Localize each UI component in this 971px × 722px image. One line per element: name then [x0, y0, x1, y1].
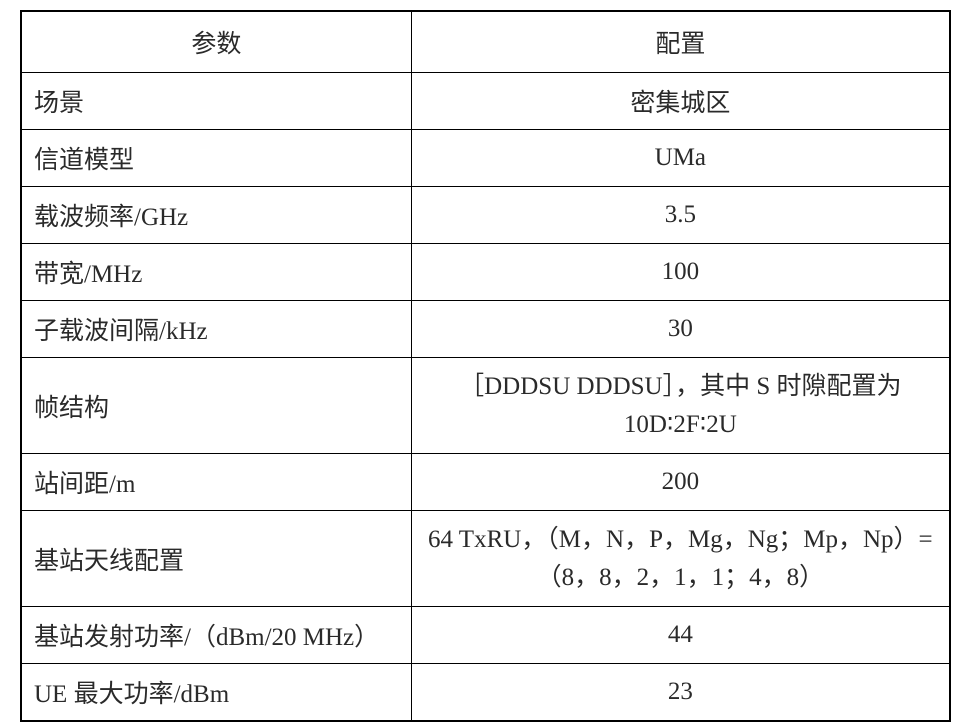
cell-param: 带宽/MHz — [21, 244, 411, 301]
header-value: 配置 — [411, 11, 950, 73]
cell-value: 200 — [411, 454, 950, 511]
table-row: 站间距/m200 — [21, 454, 950, 511]
cell-value: 64 TxRU，（M，N，P，Mg，Ng；Mp，Np）=（8，8，2，1，1；4… — [411, 511, 950, 607]
cell-param: 基站发射功率/（dBm/20 MHz） — [21, 607, 411, 664]
cell-param: 站间距/m — [21, 454, 411, 511]
table-row: 帧结构［DDDSU DDDSU］，其中 S 时隙配置为 10D∶2F∶2U — [21, 358, 950, 454]
cell-value: UMa — [411, 130, 950, 187]
table-row: 基站天线配置64 TxRU，（M，N，P，Mg，Ng；Mp，Np）=（8，8，2… — [21, 511, 950, 607]
cell-param: 子载波间隔/kHz — [21, 301, 411, 358]
cell-param: 场景 — [21, 73, 411, 130]
table-row: 信道模型UMa — [21, 130, 950, 187]
table-row: 场景密集城区 — [21, 73, 950, 130]
cell-param: 载波频率/GHz — [21, 187, 411, 244]
cell-value: 23 — [411, 664, 950, 722]
cell-param: 帧结构 — [21, 358, 411, 454]
cell-param: UE 最大功率/dBm — [21, 664, 411, 722]
cell-value: 30 — [411, 301, 950, 358]
cell-value: 44 — [411, 607, 950, 664]
table-row: UE 最大功率/dBm23 — [21, 664, 950, 722]
cell-value: ［DDDSU DDDSU］，其中 S 时隙配置为 10D∶2F∶2U — [411, 358, 950, 454]
table-row: 带宽/MHz100 — [21, 244, 950, 301]
table-row: 载波频率/GHz3.5 — [21, 187, 950, 244]
cell-value: 密集城区 — [411, 73, 950, 130]
header-param: 参数 — [21, 11, 411, 73]
cell-value: 3.5 — [411, 187, 950, 244]
cell-param: 基站天线配置 — [21, 511, 411, 607]
cell-value: 100 — [411, 244, 950, 301]
table-header-row: 参数 配置 — [21, 11, 950, 73]
table-row: 子载波间隔/kHz30 — [21, 301, 950, 358]
parameter-config-table: 参数 配置 场景密集城区信道模型UMa载波频率/GHz3.5带宽/MHz100子… — [20, 10, 951, 722]
table-row: 基站发射功率/（dBm/20 MHz）44 — [21, 607, 950, 664]
cell-param: 信道模型 — [21, 130, 411, 187]
